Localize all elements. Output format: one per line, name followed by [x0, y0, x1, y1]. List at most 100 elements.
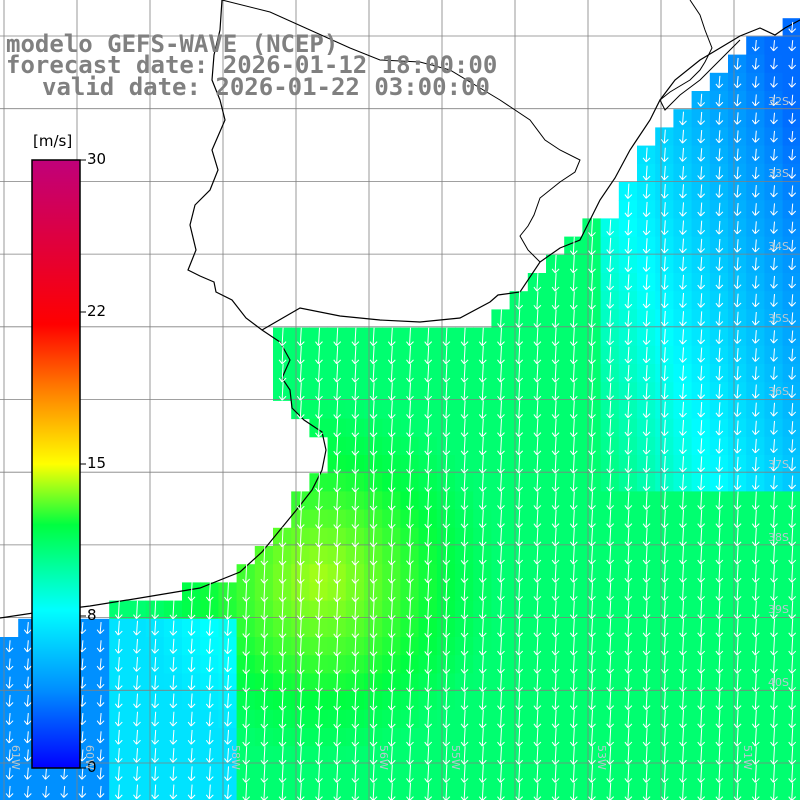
wind-arrow: [679, 600, 687, 620]
wind-arrow: [770, 330, 778, 344]
wind-arrow: [733, 546, 742, 565]
lon-label: 51W: [741, 745, 754, 770]
wind-arrow: [460, 473, 469, 492]
wind-arrow: [642, 401, 651, 418]
wind-arrow: [151, 657, 160, 672]
colorbar-tick-label: 15: [87, 454, 107, 472]
wind-arrow: [733, 275, 742, 290]
wind-arrow: [478, 764, 487, 783]
wind-arrow: [442, 509, 451, 529]
wind-arrow: [733, 456, 742, 472]
wind-cell: [782, 491, 800, 511]
wind-arrow: [114, 766, 123, 782]
wind-arrow: [733, 691, 742, 711]
wind-arrow: [442, 764, 451, 783]
wind-arrow: [733, 384, 742, 399]
wind-arrow: [624, 728, 633, 747]
wind-arrow: [424, 454, 433, 474]
wind-arrow: [387, 345, 396, 365]
wind-cell: [782, 655, 800, 674]
wind-arrow: [770, 491, 778, 510]
wind-arrow: [679, 637, 687, 656]
wind-arrow: [588, 455, 596, 474]
wind-arrow: [715, 112, 724, 125]
wind-arrow: [660, 365, 669, 382]
wind-arrow: [478, 400, 487, 419]
wind-arrow: [296, 364, 305, 383]
wind-arrow: [642, 256, 651, 272]
wind-arrow: [114, 748, 123, 763]
wind-arrow: [733, 148, 742, 162]
wind-arrow: [151, 748, 160, 763]
wind-arrow: [278, 327, 287, 347]
wind-arrow: [660, 202, 669, 217]
wind-arrow: [515, 345, 524, 365]
wind-arrow: [751, 764, 760, 783]
wind-arrow: [442, 345, 451, 365]
wind-arrow: [660, 220, 669, 236]
wind-arrow: [569, 618, 578, 638]
wind-arrow: [788, 746, 797, 765]
wind-arrow: [569, 673, 578, 692]
wind-arrow: [588, 728, 596, 747]
wind-arrow: [369, 691, 378, 711]
wind-arrow: [133, 657, 141, 672]
wind-arrow: [333, 327, 342, 347]
wind-arrow: [788, 403, 797, 417]
wind-arrow: [205, 693, 214, 709]
wind-arrow: [5, 676, 14, 689]
wind-arrow: [679, 709, 687, 729]
wind-arrow: [588, 418, 596, 438]
wind-arrow: [551, 473, 560, 492]
wind-arrow: [169, 748, 178, 763]
wind-arrow: [606, 746, 615, 765]
wind-arrow: [569, 655, 578, 674]
wind-arrow: [715, 600, 724, 620]
wind-arrow: [624, 491, 633, 510]
wind-arrow: [424, 400, 433, 419]
wind-arrow: [679, 655, 687, 674]
wind-arrow: [715, 166, 724, 180]
wind-arrow: [497, 345, 505, 365]
wind-arrow: [242, 728, 251, 747]
wind-arrow: [606, 564, 615, 583]
wind-arrow: [588, 473, 596, 492]
wind-arrow: [515, 491, 524, 510]
colorbar: [31, 159, 86, 769]
wind-arrow: [588, 400, 596, 419]
wind-arrow: [733, 311, 742, 326]
wind-arrow: [751, 311, 760, 326]
wind-arrow: [569, 691, 578, 711]
wind-arrow: [679, 329, 687, 345]
wind-arrow: [733, 673, 742, 692]
wind-arrow: [478, 509, 487, 529]
wind-arrow: [460, 491, 469, 510]
colorbar-gradient: [31, 159, 81, 769]
wind-arrow: [751, 746, 760, 765]
wind-arrow: [606, 527, 615, 547]
wind-arrow: [788, 294, 797, 307]
wind-arrow: [315, 418, 323, 438]
wind-arrow: [679, 256, 687, 272]
wind-arrow: [624, 364, 633, 382]
wind-arrow: [205, 748, 214, 763]
wind-arrow: [642, 455, 651, 473]
wind-arrow: [606, 364, 615, 382]
wind-arrow: [788, 94, 797, 106]
wind-arrow: [624, 655, 633, 674]
wind-arrow: [278, 345, 287, 365]
wind-arrow: [460, 728, 469, 747]
wind-arrow: [679, 238, 687, 254]
wind-arrow: [569, 273, 578, 292]
wind-arrow: [478, 473, 487, 492]
wind-arrow: [770, 764, 778, 783]
wind-arrow: [606, 655, 615, 674]
wind-arrow: [551, 709, 560, 729]
wind-arrow: [515, 546, 524, 565]
wind-arrow: [697, 456, 706, 473]
wind-arrow: [515, 509, 524, 529]
wind-arrow: [515, 564, 524, 583]
wind-arrow: [478, 418, 487, 438]
wind-arrow: [679, 311, 687, 327]
wind-cell: [782, 200, 800, 219]
